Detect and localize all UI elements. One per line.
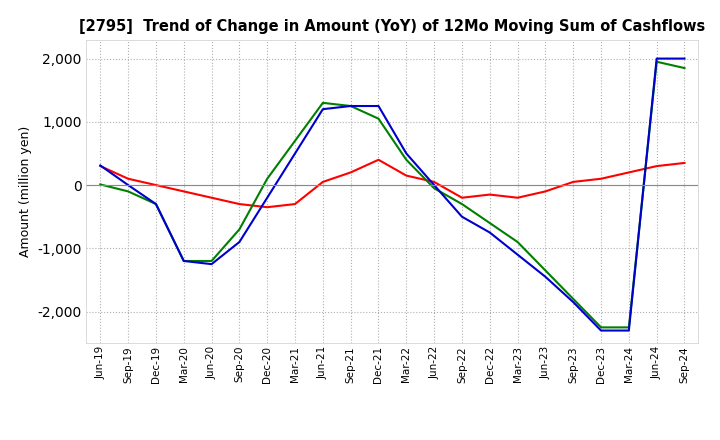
Operating Cashflow bbox=[430, 179, 438, 184]
Free Cashflow bbox=[680, 56, 689, 61]
Free Cashflow bbox=[485, 230, 494, 235]
Investing Cashflow bbox=[124, 189, 132, 194]
Free Cashflow bbox=[291, 151, 300, 156]
Operating Cashflow bbox=[541, 189, 550, 194]
Investing Cashflow bbox=[346, 103, 355, 109]
Operating Cashflow bbox=[235, 202, 243, 207]
Operating Cashflow bbox=[124, 176, 132, 181]
Investing Cashflow bbox=[263, 176, 271, 181]
Investing Cashflow bbox=[96, 182, 104, 187]
Operating Cashflow bbox=[346, 170, 355, 175]
Investing Cashflow bbox=[291, 138, 300, 143]
Investing Cashflow bbox=[430, 186, 438, 191]
Investing Cashflow bbox=[624, 325, 633, 330]
Operating Cashflow bbox=[179, 189, 188, 194]
Free Cashflow bbox=[458, 214, 467, 219]
Y-axis label: Amount (million yen): Amount (million yen) bbox=[19, 126, 32, 257]
Free Cashflow bbox=[235, 239, 243, 245]
Free Cashflow bbox=[597, 328, 606, 333]
Free Cashflow bbox=[207, 261, 216, 267]
Free Cashflow bbox=[346, 103, 355, 109]
Operating Cashflow bbox=[458, 195, 467, 200]
Investing Cashflow bbox=[235, 227, 243, 232]
Operating Cashflow bbox=[680, 160, 689, 165]
Operating Cashflow bbox=[569, 179, 577, 184]
Investing Cashflow bbox=[569, 296, 577, 301]
Free Cashflow bbox=[430, 183, 438, 188]
Line: Operating Cashflow: Operating Cashflow bbox=[100, 160, 685, 207]
Free Cashflow bbox=[652, 56, 661, 61]
Free Cashflow bbox=[124, 183, 132, 188]
Investing Cashflow bbox=[652, 59, 661, 64]
Operating Cashflow bbox=[152, 183, 161, 188]
Free Cashflow bbox=[513, 252, 522, 257]
Investing Cashflow bbox=[541, 268, 550, 273]
Line: Free Cashflow: Free Cashflow bbox=[100, 59, 685, 330]
Investing Cashflow bbox=[374, 116, 383, 121]
Free Cashflow bbox=[179, 258, 188, 264]
Operating Cashflow bbox=[402, 173, 410, 178]
Investing Cashflow bbox=[458, 202, 467, 207]
Investing Cashflow bbox=[207, 258, 216, 264]
Operating Cashflow bbox=[624, 170, 633, 175]
Title: [2795]  Trend of Change in Amount (YoY) of 12Mo Moving Sum of Cashflows: [2795] Trend of Change in Amount (YoY) o… bbox=[79, 19, 706, 34]
Free Cashflow bbox=[374, 103, 383, 109]
Free Cashflow bbox=[541, 274, 550, 279]
Operating Cashflow bbox=[652, 163, 661, 169]
Operating Cashflow bbox=[207, 195, 216, 200]
Free Cashflow bbox=[569, 300, 577, 305]
Operating Cashflow bbox=[374, 157, 383, 162]
Investing Cashflow bbox=[485, 220, 494, 226]
Investing Cashflow bbox=[680, 66, 689, 71]
Free Cashflow bbox=[152, 202, 161, 207]
Free Cashflow bbox=[96, 163, 104, 168]
Investing Cashflow bbox=[597, 325, 606, 330]
Operating Cashflow bbox=[485, 192, 494, 197]
Operating Cashflow bbox=[291, 202, 300, 207]
Operating Cashflow bbox=[513, 195, 522, 200]
Investing Cashflow bbox=[513, 239, 522, 245]
Investing Cashflow bbox=[152, 202, 161, 207]
Operating Cashflow bbox=[597, 176, 606, 181]
Free Cashflow bbox=[402, 151, 410, 156]
Investing Cashflow bbox=[402, 157, 410, 162]
Free Cashflow bbox=[318, 106, 327, 112]
Line: Investing Cashflow: Investing Cashflow bbox=[100, 62, 685, 327]
Free Cashflow bbox=[624, 328, 633, 333]
Investing Cashflow bbox=[179, 258, 188, 264]
Operating Cashflow bbox=[318, 179, 327, 184]
Investing Cashflow bbox=[318, 100, 327, 106]
Operating Cashflow bbox=[96, 163, 104, 169]
Free Cashflow bbox=[263, 195, 271, 200]
Operating Cashflow bbox=[263, 205, 271, 210]
